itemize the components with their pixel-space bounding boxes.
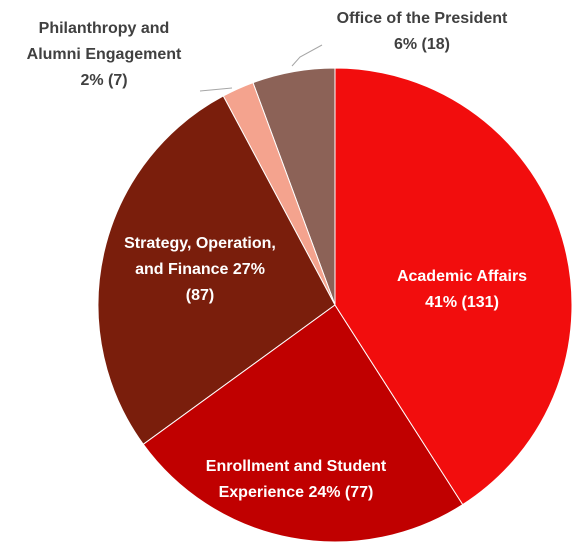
slice-label: Office of the President 6% (18): [335, 6, 510, 58]
slice-label: Academic Affairs 41% (131): [382, 264, 542, 316]
pie-slice: [334, 67, 572, 506]
value-label: 27% (87): [185, 261, 265, 304]
slice-label: Strategy, Operation, and Finance 27% (87…: [124, 231, 276, 309]
value-label: 6% (18): [393, 36, 451, 53]
leader-line: [291, 44, 323, 67]
slice-label: Philanthropy and Alumni Engagement 2% (7…: [15, 16, 193, 94]
category-label: Strategy, Operation, and Finance: [124, 235, 276, 278]
category-label: Philanthropy and Alumni Engagement: [26, 20, 182, 63]
pie-slice: [97, 95, 336, 446]
pie-slice: [142, 304, 464, 543]
category-label: Enrollment and Student Experience: [205, 458, 387, 501]
value-label: 41% (131): [425, 294, 499, 311]
category-label: Office of the President: [336, 10, 508, 27]
value-label: 24% (77): [308, 484, 374, 501]
value-label: 2% (7): [80, 72, 128, 89]
slice-label: Enrollment and Student Experience 24% (7…: [196, 454, 396, 506]
category-label: Academic Affairs: [396, 268, 528, 285]
leader-line: [199, 87, 233, 92]
